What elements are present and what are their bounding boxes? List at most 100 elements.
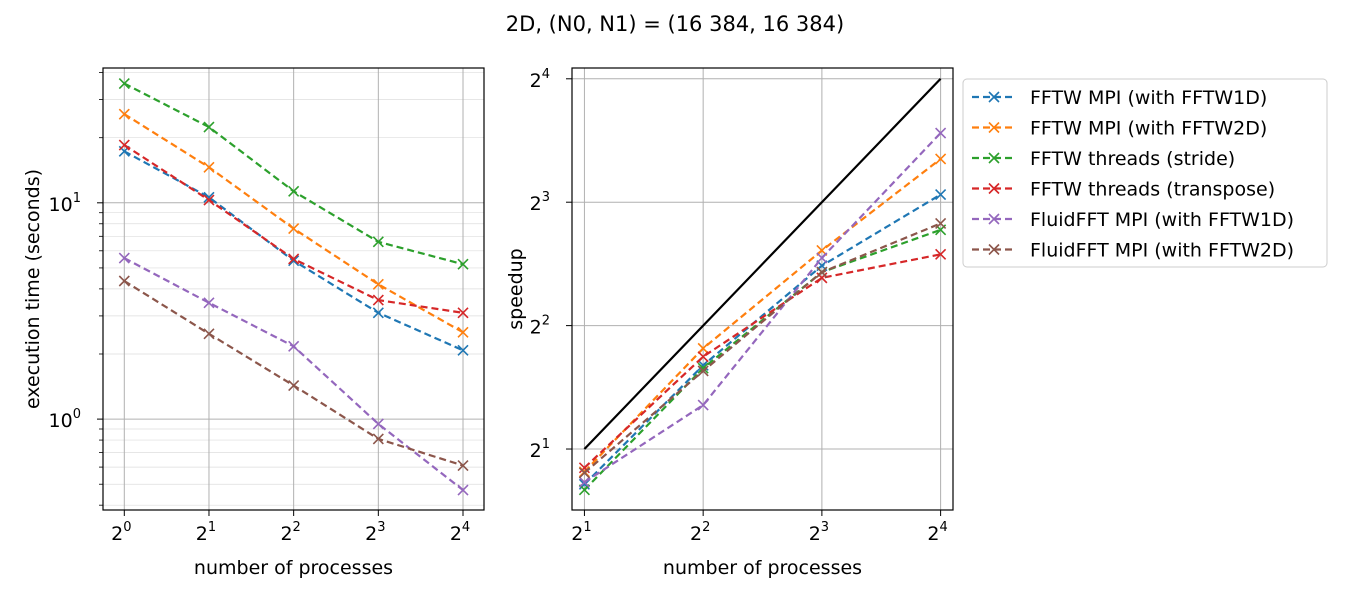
x-tick-label: 20 bbox=[111, 520, 131, 545]
series-4 bbox=[118, 252, 469, 496]
legend-entry: FFTW MPI (with FFTW1D) bbox=[972, 87, 1267, 109]
data-point bbox=[372, 278, 384, 290]
x-tick-label: 23 bbox=[809, 520, 829, 545]
legend-label: FluidFFT MPI (with FFTW1D) bbox=[1030, 209, 1294, 231]
data-point bbox=[288, 223, 300, 235]
data-point bbox=[288, 185, 300, 197]
data-point bbox=[457, 344, 469, 356]
data-point bbox=[935, 153, 947, 165]
y-tick-label: 24 bbox=[530, 67, 550, 92]
x-axis-label: number of processes bbox=[194, 557, 393, 579]
data-point bbox=[118, 108, 130, 120]
legend-entry: FluidFFT MPI (with FFTW1D) bbox=[972, 209, 1294, 231]
data-point bbox=[697, 362, 709, 374]
x-tick-label: 24 bbox=[450, 520, 470, 545]
x-tick-label: 21 bbox=[571, 520, 591, 545]
series-5 bbox=[578, 217, 947, 479]
data-point bbox=[457, 459, 469, 472]
series-3 bbox=[578, 248, 947, 474]
data-point bbox=[203, 121, 215, 133]
legend-label: FFTW threads (transpose) bbox=[1030, 179, 1275, 201]
legend-entry: FFTW threads (transpose) bbox=[972, 179, 1275, 201]
data-point bbox=[457, 307, 469, 319]
legend-label: FFTW MPI (with FFTW1D) bbox=[1030, 87, 1267, 109]
data-point bbox=[697, 351, 709, 363]
series-line bbox=[583, 193, 942, 486]
data-point bbox=[578, 476, 590, 488]
x-tick-label: 22 bbox=[690, 520, 710, 545]
axes-frame bbox=[571, 67, 954, 511]
x-tick-label: 21 bbox=[196, 520, 216, 545]
data-point bbox=[372, 236, 384, 248]
data-point bbox=[697, 399, 709, 411]
x-tick-label: 22 bbox=[280, 520, 300, 545]
data-point bbox=[578, 467, 590, 479]
data-point bbox=[372, 433, 384, 445]
ideal-speedup-line bbox=[583, 78, 942, 450]
y-tick-label: 21 bbox=[530, 437, 550, 462]
x-axis-label: number of processes bbox=[663, 557, 862, 579]
legend-entry: FFTW threads (stride) bbox=[972, 148, 1235, 170]
series-5 bbox=[118, 275, 469, 472]
series-line bbox=[583, 158, 942, 473]
data-point bbox=[697, 365, 709, 377]
series-line bbox=[583, 228, 941, 491]
legend-marker bbox=[988, 121, 1000, 134]
data-point bbox=[935, 189, 947, 201]
series-4 bbox=[578, 127, 947, 488]
legend-entry: FFTW MPI (with FFTW2D) bbox=[972, 118, 1267, 140]
legend-label: FluidFFT MPI (with FFTW2D) bbox=[1030, 240, 1294, 262]
data-point bbox=[372, 418, 384, 430]
data-point bbox=[372, 294, 384, 306]
legend-marker bbox=[988, 91, 1000, 103]
speedup-chart: 21 22 23 24 21 22 23 24 number of processes speed… bbox=[505, 67, 954, 579]
y-tick-label: 100 bbox=[49, 407, 81, 432]
y-axis-label: execution time (seconds) bbox=[22, 169, 44, 409]
data-point bbox=[935, 217, 947, 230]
data-point bbox=[203, 161, 215, 173]
data-point bbox=[118, 77, 130, 90]
data-point bbox=[288, 379, 300, 392]
data-point bbox=[935, 248, 947, 260]
legend-entry: FluidFFT MPI (with FFTW2D) bbox=[972, 240, 1294, 262]
data-point bbox=[203, 297, 215, 309]
x-tick-label: 23 bbox=[365, 520, 385, 545]
series-2 bbox=[118, 77, 469, 270]
series-line bbox=[583, 222, 942, 474]
data-point bbox=[457, 326, 469, 338]
series-3 bbox=[118, 139, 469, 319]
y-tick-label: 23 bbox=[530, 190, 550, 215]
data-point bbox=[288, 253, 300, 265]
series-line bbox=[583, 132, 942, 484]
data-point bbox=[816, 266, 828, 278]
axes-frame bbox=[102, 67, 485, 511]
x-tick-label: 24 bbox=[927, 520, 947, 545]
data-point bbox=[697, 342, 709, 354]
legend-label: FFTW threads (stride) bbox=[1030, 148, 1235, 170]
series-line bbox=[583, 253, 941, 469]
legend-marker bbox=[988, 213, 1000, 225]
data-point bbox=[816, 252, 828, 264]
data-point bbox=[372, 307, 384, 319]
y-axis-label: speedup bbox=[505, 248, 527, 330]
data-point bbox=[203, 194, 215, 206]
data-point bbox=[935, 127, 947, 139]
legend-label: FFTW MPI (with FFTW2D) bbox=[1030, 118, 1267, 140]
legend: FFTW MPI (with FFTW1D) FFTW MPI (with FFT… bbox=[962, 78, 1328, 268]
figure-title: 2D, (N0, N1) = (16 384, 16 384) bbox=[506, 12, 844, 36]
legend-marker bbox=[988, 152, 1000, 164]
data-point bbox=[203, 328, 215, 340]
series-1 bbox=[118, 108, 469, 338]
data-point bbox=[118, 252, 130, 264]
legend-frame bbox=[962, 78, 1328, 268]
data-point bbox=[457, 484, 469, 496]
y-tick-label: 101 bbox=[49, 191, 81, 216]
data-point bbox=[118, 139, 130, 151]
series-0 bbox=[578, 189, 947, 490]
legend-marker bbox=[988, 243, 1000, 256]
execution-time-chart: 20 21 22 23 24 100 101 number of processes execu… bbox=[22, 67, 485, 579]
y-tick-label: 22 bbox=[530, 314, 550, 339]
data-point bbox=[457, 258, 469, 270]
legend-marker bbox=[988, 182, 1000, 195]
